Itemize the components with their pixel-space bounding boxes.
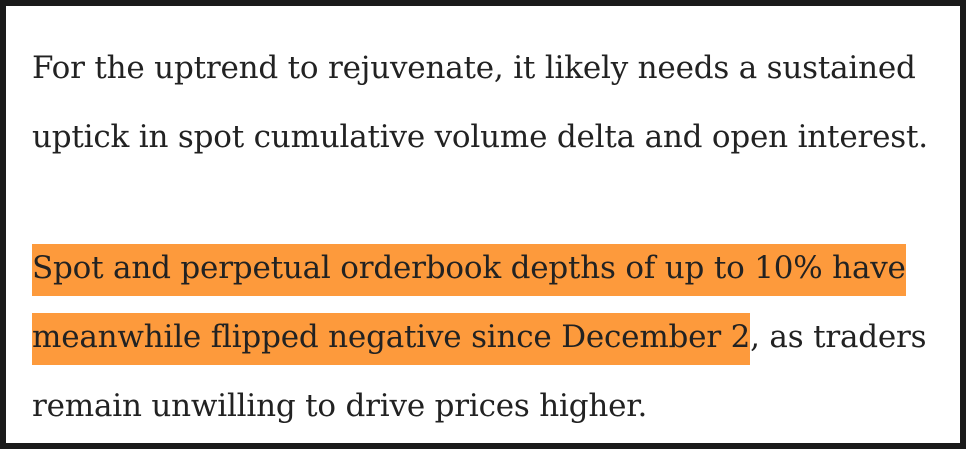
highlighted-text: Spot and perpetual orderbook depths of u… bbox=[32, 244, 906, 296]
text-line: remain unwilling to drive prices higher. bbox=[32, 388, 648, 424]
article-body: For the uptrend to rejuvenate, it likely… bbox=[32, 34, 962, 441]
text-line: For the uptrend to rejuvenate, it likely… bbox=[32, 50, 916, 86]
highlighted-text: meanwhile flipped negative since Decembe… bbox=[32, 313, 750, 365]
paragraph-uptrend: For the uptrend to rejuvenate, it likely… bbox=[32, 34, 962, 172]
paragraph-orderbook: Spot and perpetual orderbook depths of u… bbox=[32, 234, 962, 441]
paragraph-spacer bbox=[32, 172, 962, 234]
text-line: uptick in spot cumulative volume delta a… bbox=[32, 119, 928, 155]
text-fragment: , as traders bbox=[750, 319, 927, 355]
